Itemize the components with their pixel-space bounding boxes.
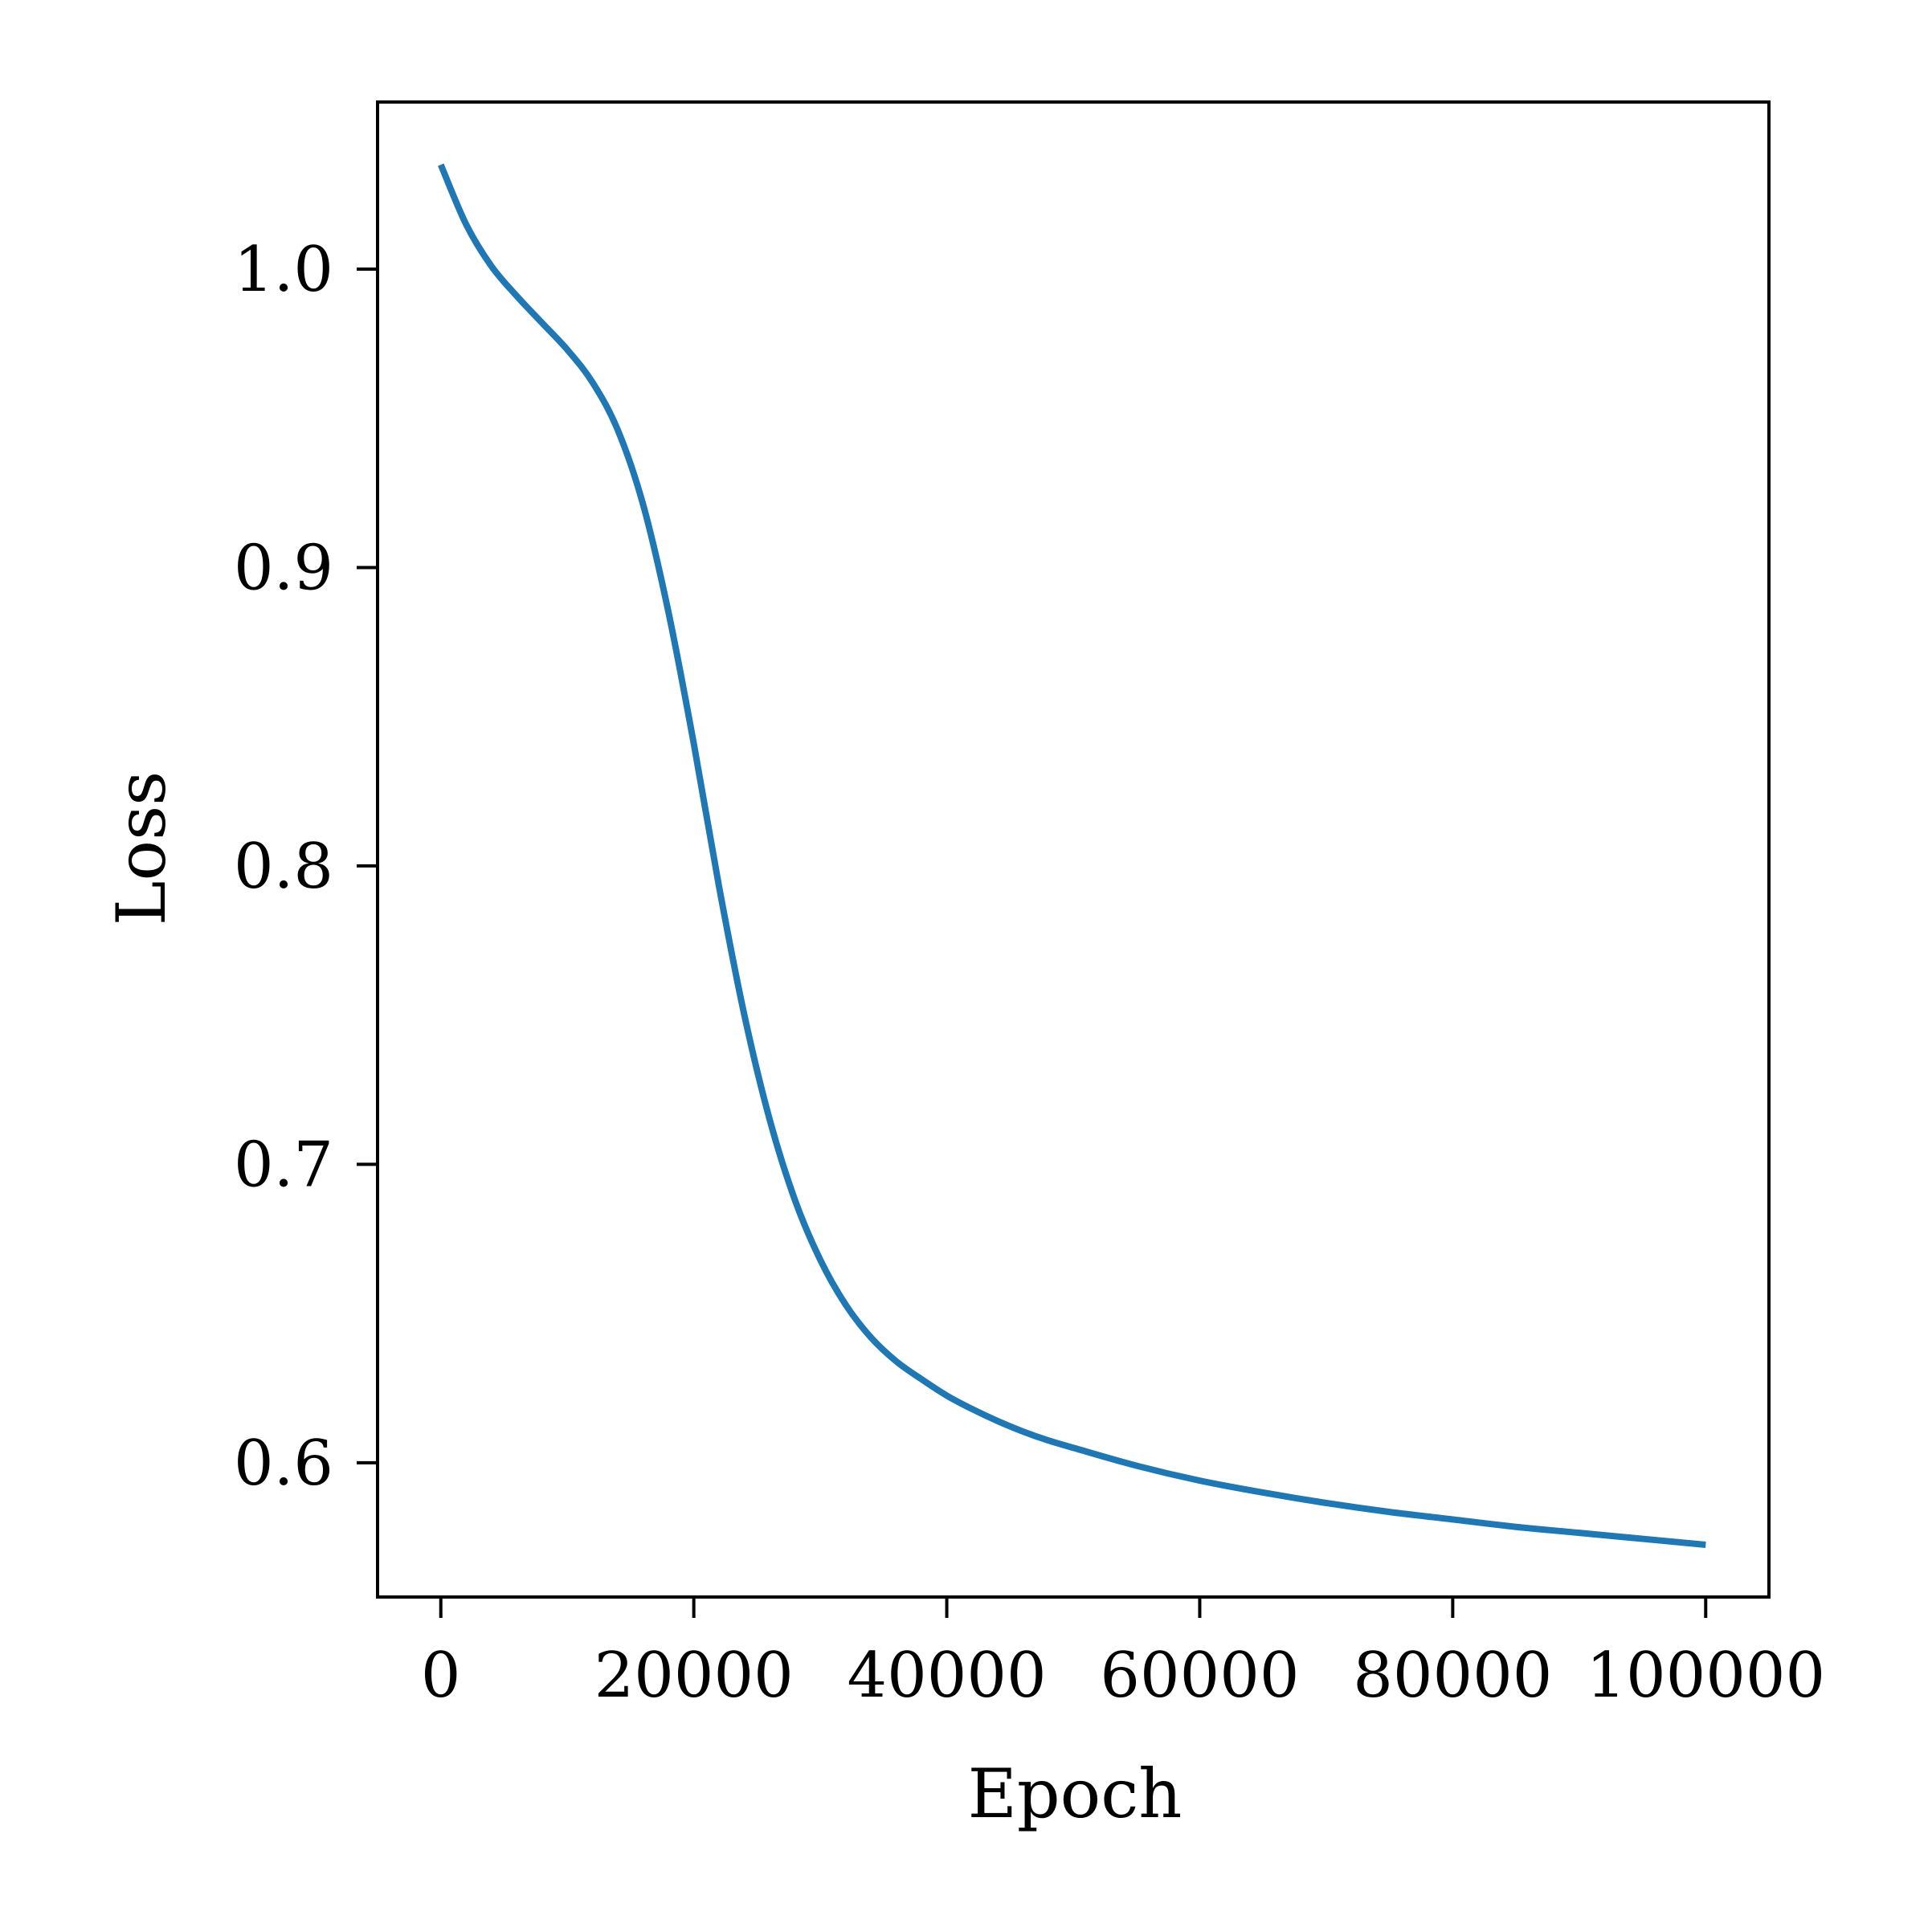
loss-series-line — [438, 163, 1706, 1548]
x-tick-label: 80000 — [1353, 1640, 1552, 1712]
x-tick-label: 0 — [421, 1640, 461, 1712]
y-tick-label: 0.8 — [234, 831, 333, 903]
y-tick-label: 1.0 — [234, 234, 333, 306]
x-axis-label: Epoch — [968, 1754, 1183, 1833]
plot-area — [376, 100, 1771, 1599]
x-tick-label: 60000 — [1100, 1640, 1299, 1712]
x-tick-label: 100000 — [1586, 1640, 1825, 1712]
y-tick-label: 0.9 — [234, 532, 333, 604]
plot-frame — [376, 100, 1771, 1599]
y-axis-ticks: 0.6 0.7 0.8 0.9 1.0 — [234, 234, 378, 1500]
x-tick-label: 40000 — [847, 1640, 1046, 1712]
y-axis-label: Loss — [102, 771, 181, 926]
y-tick-label: 0.6 — [234, 1428, 333, 1500]
y-tick-label: 0.7 — [234, 1129, 333, 1201]
x-tick-label: 20000 — [594, 1640, 794, 1712]
x-axis-ticks: 0 20000 40000 60000 80000 100000 — [421, 1597, 1825, 1712]
